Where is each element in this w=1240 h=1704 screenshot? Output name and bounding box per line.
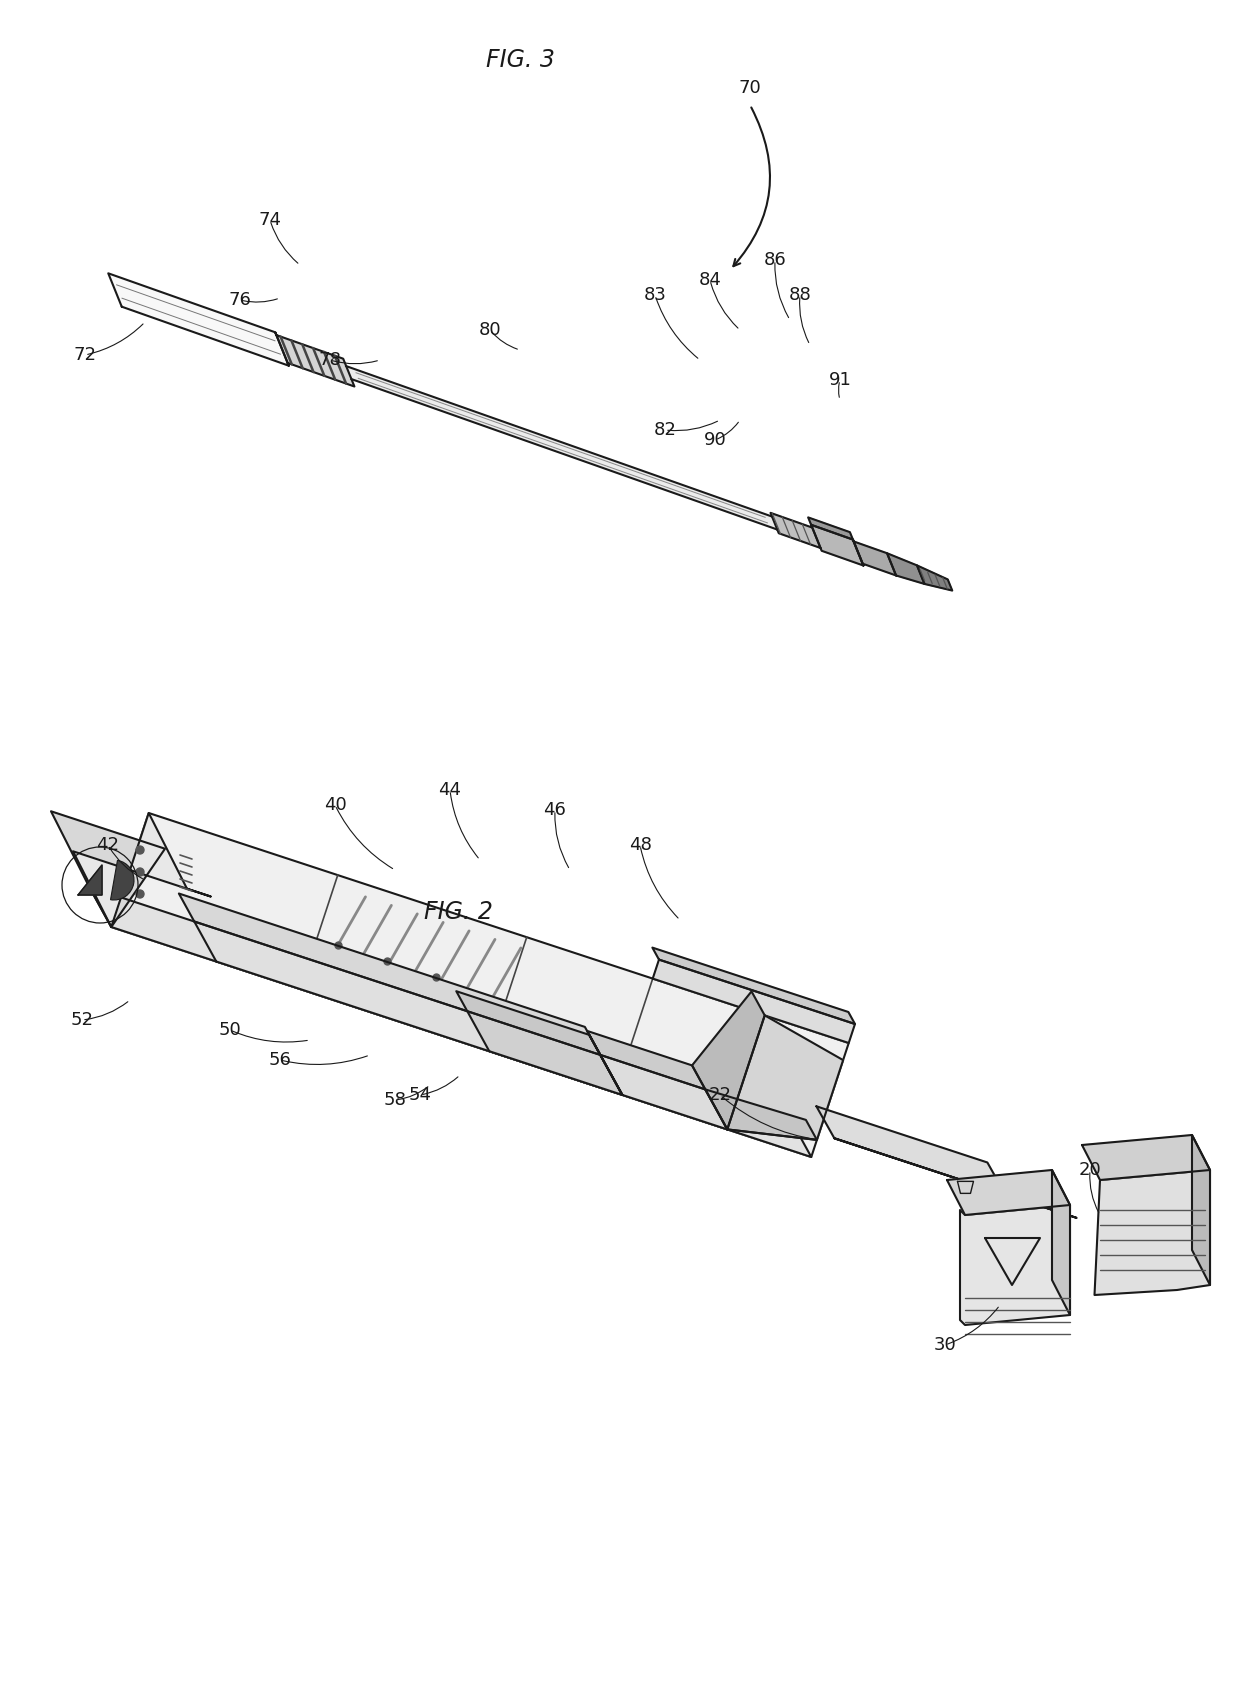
Text: 42: 42	[97, 837, 119, 854]
Polygon shape	[78, 866, 102, 895]
Polygon shape	[947, 1171, 1070, 1215]
Polygon shape	[195, 922, 622, 1096]
Polygon shape	[728, 1016, 843, 1140]
Wedge shape	[110, 861, 134, 900]
Text: 44: 44	[439, 780, 461, 799]
Polygon shape	[918, 566, 952, 591]
Polygon shape	[1095, 1171, 1210, 1295]
Polygon shape	[1083, 1135, 1210, 1179]
Polygon shape	[179, 893, 600, 1055]
Polygon shape	[73, 813, 211, 927]
Text: 30: 30	[934, 1336, 956, 1355]
Text: 78: 78	[319, 351, 341, 370]
Polygon shape	[89, 888, 811, 1157]
Polygon shape	[835, 1138, 1076, 1218]
Polygon shape	[346, 366, 777, 530]
Polygon shape	[51, 811, 165, 927]
FancyArrowPatch shape	[733, 107, 770, 266]
Text: 70: 70	[739, 78, 761, 97]
Text: 46: 46	[543, 801, 567, 820]
Polygon shape	[1192, 1135, 1210, 1285]
Polygon shape	[957, 1181, 973, 1193]
Text: 88: 88	[789, 286, 811, 303]
Polygon shape	[706, 1089, 817, 1140]
Text: FIG. 3: FIG. 3	[486, 48, 556, 72]
Text: 50: 50	[218, 1021, 242, 1039]
Text: 83: 83	[644, 286, 666, 303]
Circle shape	[136, 845, 144, 854]
Polygon shape	[587, 1031, 706, 1089]
Text: 52: 52	[71, 1010, 93, 1029]
Polygon shape	[112, 813, 848, 1157]
Text: 86: 86	[764, 250, 786, 269]
Polygon shape	[770, 513, 821, 549]
Polygon shape	[652, 947, 854, 1024]
Polygon shape	[467, 1010, 622, 1096]
Polygon shape	[1052, 1171, 1070, 1315]
Text: FIG. 2: FIG. 2	[424, 900, 494, 924]
Circle shape	[136, 889, 144, 898]
Text: 58: 58	[383, 1091, 407, 1109]
Text: 74: 74	[258, 211, 281, 228]
Text: 54: 54	[408, 1085, 432, 1104]
Polygon shape	[887, 554, 925, 584]
Polygon shape	[108, 273, 289, 366]
Text: 56: 56	[269, 1051, 291, 1068]
Text: 22: 22	[708, 1085, 732, 1104]
Text: 91: 91	[828, 371, 852, 389]
Polygon shape	[811, 525, 863, 566]
Polygon shape	[652, 959, 854, 1043]
Text: 80: 80	[479, 320, 501, 339]
Polygon shape	[600, 1055, 728, 1130]
Polygon shape	[816, 1106, 1006, 1195]
Polygon shape	[456, 992, 600, 1055]
Text: 84: 84	[698, 271, 722, 290]
Polygon shape	[275, 332, 355, 387]
Circle shape	[136, 867, 144, 876]
Text: 76: 76	[228, 291, 252, 308]
Text: 48: 48	[629, 837, 651, 854]
Text: 40: 40	[324, 796, 346, 815]
Text: 20: 20	[1079, 1160, 1101, 1179]
Polygon shape	[853, 540, 897, 576]
Polygon shape	[808, 518, 853, 540]
Text: 82: 82	[653, 421, 677, 440]
Polygon shape	[692, 992, 765, 1130]
Polygon shape	[960, 1205, 1070, 1326]
Text: 72: 72	[73, 346, 97, 365]
Polygon shape	[589, 1034, 622, 1096]
Text: 90: 90	[703, 431, 727, 448]
